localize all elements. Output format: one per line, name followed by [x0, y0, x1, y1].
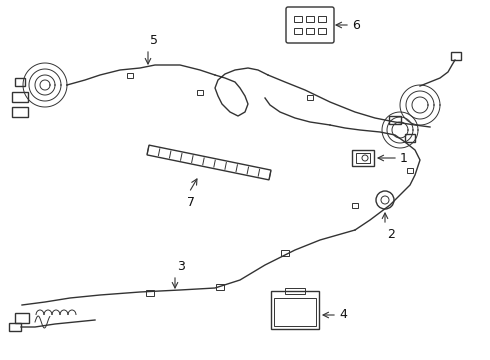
Bar: [306, 16, 314, 22]
Text: 7: 7: [187, 195, 195, 208]
Text: 2: 2: [387, 228, 395, 241]
Bar: [356, 153, 370, 163]
Bar: [307, 95, 313, 99]
Bar: [146, 290, 154, 296]
Bar: [15, 313, 29, 323]
Bar: [407, 167, 413, 172]
Bar: [405, 134, 415, 142]
Text: 3: 3: [177, 260, 185, 273]
Bar: [285, 288, 305, 294]
Bar: [294, 16, 302, 22]
Bar: [318, 28, 326, 34]
Bar: [451, 52, 461, 60]
Text: 4: 4: [339, 309, 347, 321]
Bar: [352, 150, 374, 166]
Bar: [197, 90, 203, 95]
Bar: [15, 78, 25, 86]
Bar: [12, 92, 28, 102]
Text: 6: 6: [352, 18, 360, 32]
Bar: [294, 28, 302, 34]
Bar: [271, 291, 319, 329]
Bar: [127, 72, 133, 77]
Bar: [389, 116, 401, 124]
Text: 5: 5: [150, 34, 158, 47]
Bar: [216, 284, 224, 290]
Bar: [274, 298, 316, 326]
Text: 1: 1: [400, 152, 408, 165]
Bar: [9, 323, 21, 331]
Bar: [306, 28, 314, 34]
Bar: [12, 107, 28, 117]
Bar: [318, 16, 326, 22]
Bar: [352, 202, 358, 207]
Bar: [281, 250, 289, 256]
